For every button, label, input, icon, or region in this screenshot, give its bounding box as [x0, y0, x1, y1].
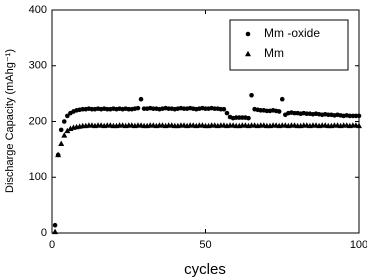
data-point: [61, 132, 68, 138]
data-point: [224, 110, 230, 116]
legend-box: [229, 19, 349, 71]
y-tick-label: 300: [29, 60, 47, 72]
legend-marker: [245, 50, 251, 57]
x-tick-label: 50: [199, 239, 211, 251]
data-point: [52, 222, 58, 228]
legend-label: Mm: [264, 46, 284, 60]
data-point: [52, 228, 59, 235]
data-point: [246, 115, 251, 121]
data-point: [61, 119, 67, 124]
x-tick-label: 100: [350, 239, 367, 251]
data-point: [58, 140, 65, 146]
data-point: [249, 92, 254, 98]
legend-marker: [245, 31, 251, 37]
x-tick-label: 0: [49, 239, 55, 251]
data-point: [135, 105, 141, 111]
data-point: [58, 127, 64, 133]
data-point: [276, 109, 282, 114]
y-axis-label: Discharge Capacity (mAhg⁻¹): [4, 49, 16, 193]
data-point: [65, 113, 70, 119]
data-point: [356, 122, 362, 129]
y-tick-label: 100: [29, 171, 47, 183]
legend-label: Mm -oxide: [264, 26, 320, 40]
x-axis-label: cycles: [184, 261, 226, 278]
y-tick-label: 0: [41, 227, 47, 239]
data-point: [138, 96, 144, 102]
y-tick-label: 400: [29, 4, 47, 16]
y-tick-label: 200: [29, 115, 47, 127]
data-point: [55, 151, 62, 158]
data-point: [221, 106, 227, 112]
data-point: [64, 127, 71, 134]
data-point: [356, 113, 362, 119]
data-point: [279, 96, 285, 102]
